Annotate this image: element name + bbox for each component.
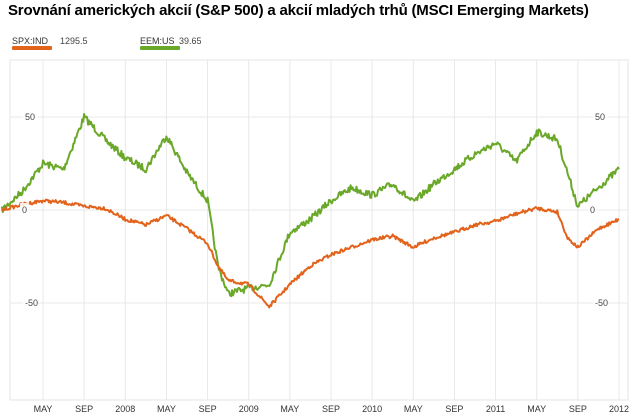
x-tick-label: SEP	[322, 404, 340, 414]
series-line-spxind	[1, 198, 620, 309]
x-tick-label: SEP	[569, 404, 587, 414]
legend-ticker: EEM:US	[140, 36, 175, 46]
legend-value: 39.65	[179, 36, 202, 46]
series-line-eemus	[0, 113, 620, 298]
x-tick-label: MAY	[157, 404, 176, 414]
y-tick-label-left: 50	[25, 112, 35, 122]
x-tick-label: SEP	[199, 404, 217, 414]
legend-swatch	[12, 46, 52, 50]
y-tick-label-bg	[23, 110, 38, 123]
y-tick-label-right: -50	[595, 298, 608, 308]
x-tick-label: SEP	[445, 404, 463, 414]
x-tick-label: 2012	[609, 404, 629, 414]
plot-frame	[9, 59, 629, 401]
legend-swatch	[140, 46, 180, 50]
x-tick-label: 2009	[239, 404, 259, 414]
y-tick-label-bg	[593, 296, 608, 309]
y-tick-label-left: 0	[22, 205, 27, 215]
x-tick-label: SEP	[75, 404, 93, 414]
y-tick-label-right: 50	[595, 112, 605, 122]
y-tick-label-bg	[20, 203, 29, 216]
legend-ticker: SPX:IND	[12, 36, 49, 46]
y-tick-label-right: 0	[590, 205, 595, 215]
x-tick-label: MAY	[404, 404, 423, 414]
y-tick-label-bg	[23, 296, 38, 309]
legend-value: 1295.5	[60, 36, 88, 46]
y-tick-label-bg	[593, 110, 608, 123]
x-tick-label: 2011	[486, 404, 505, 414]
x-tick-label: MAY	[280, 404, 299, 414]
y-tick-label-left: -50	[25, 298, 38, 308]
x-tick-label: 2008	[115, 404, 135, 414]
y-tick-label-bg	[588, 203, 597, 216]
x-tick-label: MAY	[34, 404, 53, 414]
chart-title: Srovnání amerických akcií (S&P 500) a ak…	[8, 2, 589, 19]
x-tick-label: MAY	[527, 404, 546, 414]
x-tick-label: 2010	[362, 404, 382, 414]
